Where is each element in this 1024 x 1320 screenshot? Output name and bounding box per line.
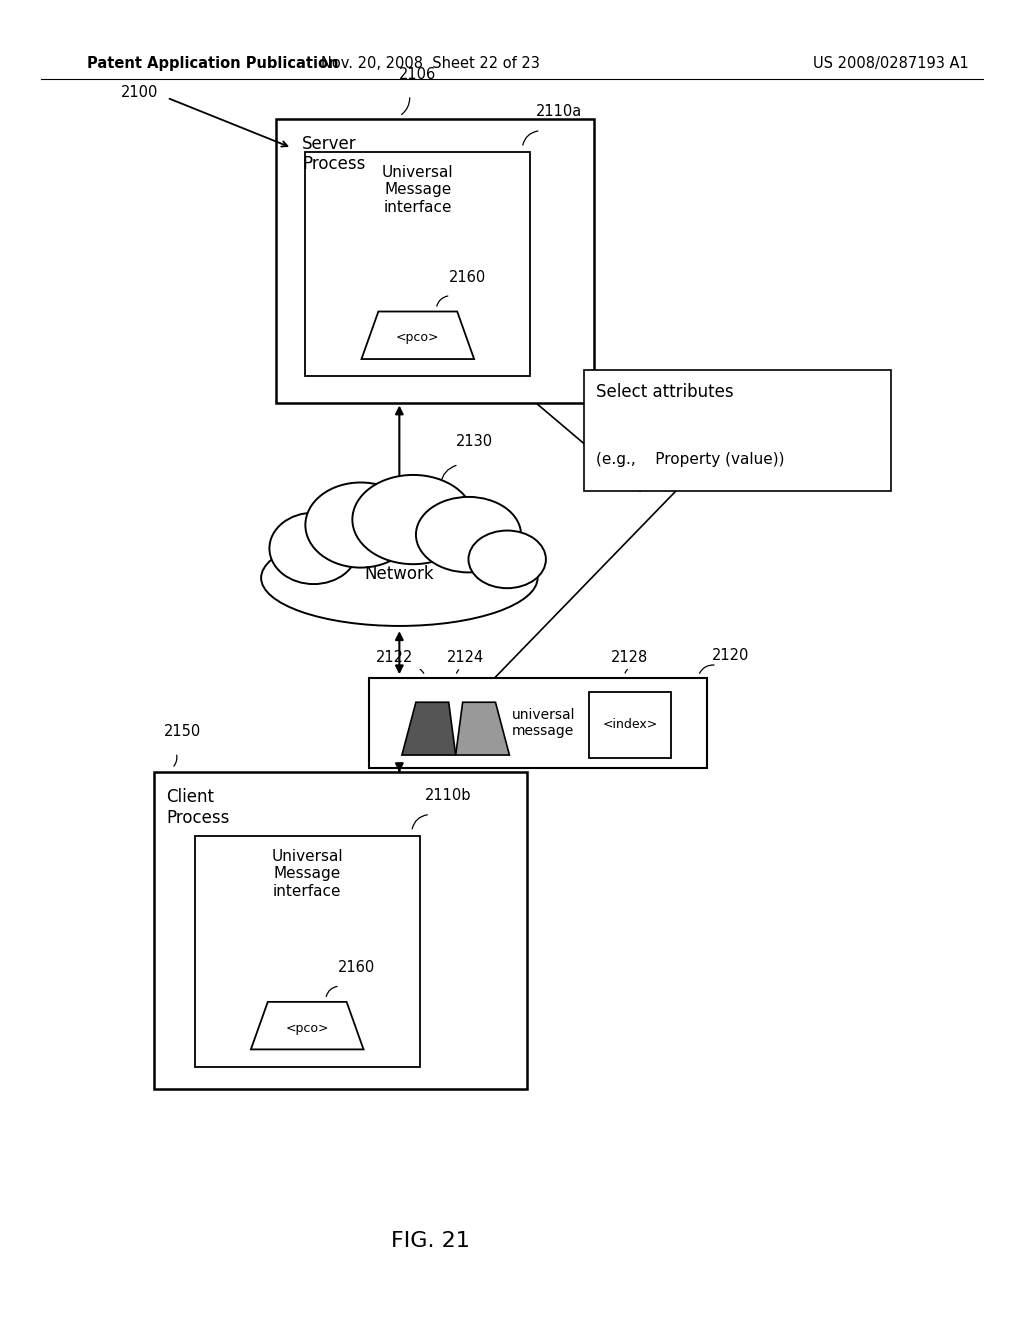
Bar [276, 119, 594, 403]
Text: 2130: 2130 [456, 434, 493, 449]
Text: 2124: 2124 [447, 651, 484, 665]
Ellipse shape [416, 496, 521, 573]
Text: 2110b: 2110b [425, 788, 471, 803]
Text: Patent Application Publication: Patent Application Publication [87, 55, 339, 71]
Text: 2160: 2160 [449, 271, 485, 285]
Text: 2122: 2122 [376, 651, 413, 665]
Text: Network: Network [365, 565, 434, 583]
Bar [369, 678, 707, 768]
Bar [305, 152, 530, 376]
Text: 2128: 2128 [611, 651, 648, 665]
Bar [195, 836, 420, 1067]
Ellipse shape [305, 483, 416, 568]
Text: Universal
Message
interface: Universal Message interface [271, 849, 343, 899]
Polygon shape [251, 1002, 364, 1049]
Polygon shape [456, 702, 510, 755]
Ellipse shape [352, 475, 474, 564]
Polygon shape [401, 702, 456, 755]
Polygon shape [361, 312, 474, 359]
Text: 2120: 2120 [712, 648, 749, 663]
Ellipse shape [469, 531, 546, 589]
Text: (e.g.,    Property (value)): (e.g., Property (value)) [596, 453, 784, 467]
Text: 2100: 2100 [122, 84, 159, 100]
Text: US 2008/0287193 A1: US 2008/0287193 A1 [813, 55, 969, 71]
Text: 2110a: 2110a [536, 104, 582, 119]
Ellipse shape [261, 529, 538, 626]
Text: Select attributes: Select attributes [596, 383, 733, 401]
Text: <pco>: <pco> [286, 1022, 329, 1035]
Text: 2106: 2106 [399, 67, 436, 82]
Bar [584, 370, 891, 491]
Text: FIG. 21: FIG. 21 [390, 1230, 470, 1251]
Bar [154, 772, 527, 1089]
Text: Server
Process: Server Process [302, 135, 366, 173]
Text: <index>: <index> [602, 718, 657, 731]
Ellipse shape [269, 512, 358, 583]
Text: 2150: 2150 [164, 725, 201, 739]
Text: Universal
Message
interface: Universal Message interface [382, 165, 454, 215]
Text: 2160: 2160 [338, 961, 375, 975]
Text: <pco>: <pco> [396, 331, 439, 345]
Bar [589, 692, 671, 758]
Text: Client
Process: Client Process [166, 788, 229, 826]
Text: universal
message: universal message [512, 709, 575, 738]
Text: Nov. 20, 2008  Sheet 22 of 23: Nov. 20, 2008 Sheet 22 of 23 [321, 55, 540, 71]
